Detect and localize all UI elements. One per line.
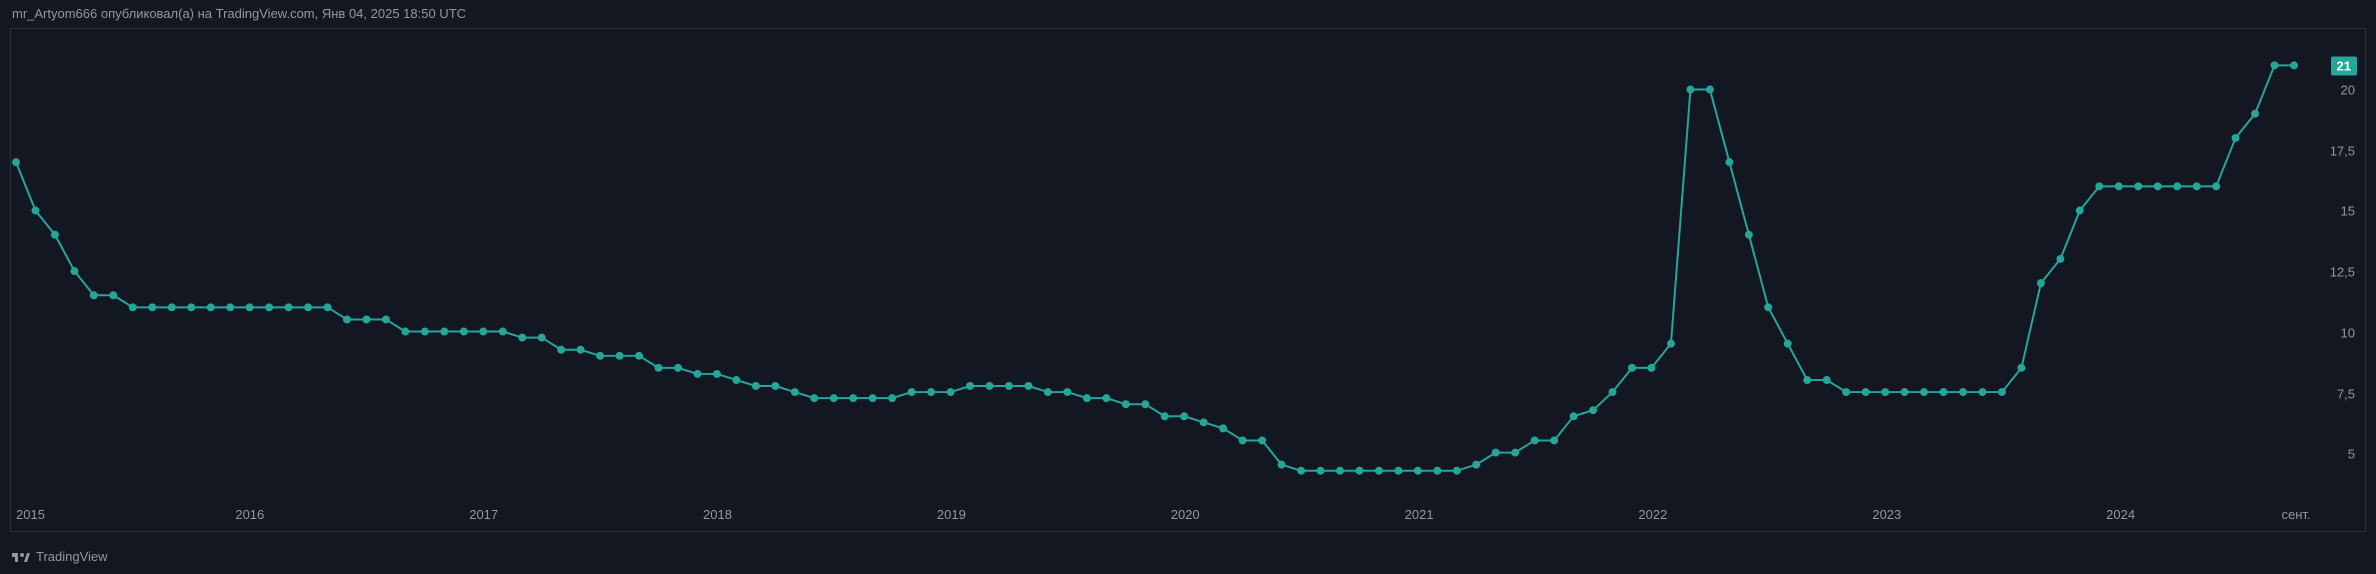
chart-box: 57,51012,51517,52021 2015201620172018201…	[10, 28, 2366, 532]
y-tick: 17,5	[2330, 143, 2355, 158]
brand-text: TradingView	[36, 549, 108, 564]
x-tick: 2022	[1638, 507, 1667, 522]
x-tick: 2017	[469, 507, 498, 522]
y-tick: 15	[2341, 204, 2355, 219]
x-tick: 2024	[2106, 507, 2135, 522]
x-tick: 2019	[937, 507, 966, 522]
y-tick: 20	[2341, 82, 2355, 97]
attribution-text: mr_Artyom666 опубликовал(а) на TradingVi…	[12, 6, 466, 21]
brand-footer: TradingView	[12, 549, 108, 564]
y-tick: 5	[2348, 447, 2355, 462]
publish-attribution: mr_Artyom666 опубликовал(а) на TradingVi…	[0, 0, 2376, 28]
chart-container: mr_Artyom666 опубликовал(а) на TradingVi…	[0, 0, 2376, 574]
plot-area[interactable]	[11, 29, 2299, 501]
y-tick: 10	[2341, 325, 2355, 340]
y-tick: 12,5	[2330, 265, 2355, 280]
current-value-badge: 21	[2331, 56, 2357, 75]
x-tick: 2020	[1171, 507, 1200, 522]
x-tick: 2015	[16, 507, 45, 522]
y-tick: 7,5	[2337, 386, 2355, 401]
x-tick: 2023	[1872, 507, 1901, 522]
x-axis[interactable]: 2015 2016 2017 2018 2019 2020 2021 2022 2023 2024…	[11, 501, 2299, 531]
y-axis[interactable]: 5 7,5 10 12,5 15 17,5 20 21	[2299, 29, 2365, 501]
x-tick: 2018	[703, 507, 732, 522]
x-tick: сент.	[2281, 507, 2310, 522]
x-tick: 2016	[235, 507, 264, 522]
tradingview-logo-icon	[12, 551, 30, 563]
x-tick: 2021	[1405, 507, 1434, 522]
